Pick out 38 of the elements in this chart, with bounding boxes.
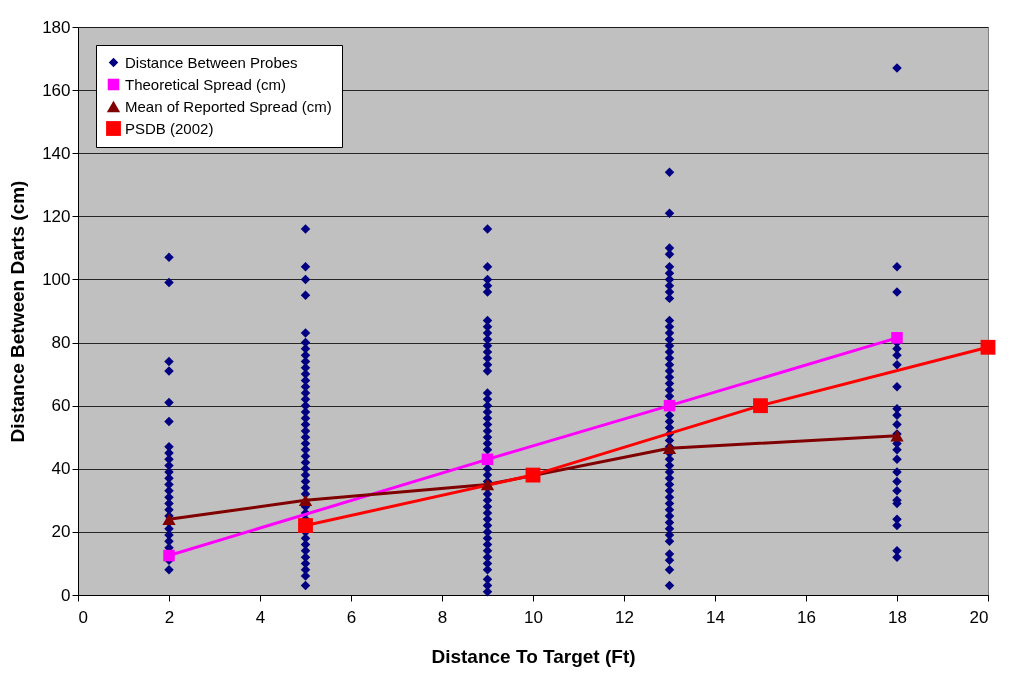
x-axis-title: Distance To Target (Ft) bbox=[431, 645, 636, 667]
legend-label: Mean of Reported Spread (cm) bbox=[125, 97, 332, 115]
y-axis-title: Distance Between Darts (cm) bbox=[7, 180, 29, 443]
x-tick-label: 0 bbox=[78, 607, 88, 627]
y-tick-label: 140 bbox=[42, 143, 71, 163]
x-tick-label: 6 bbox=[346, 607, 357, 627]
x-tick-label: 16 bbox=[797, 607, 816, 627]
x-tick-label: 20 bbox=[969, 607, 989, 627]
x-tick-label: 12 bbox=[615, 607, 634, 627]
y-tick-label: 40 bbox=[51, 459, 71, 479]
point bbox=[891, 332, 903, 344]
point bbox=[162, 513, 176, 526]
point bbox=[481, 453, 494, 466]
x-tick-label: 2 bbox=[164, 607, 175, 627]
x-tick-label: 4 bbox=[255, 607, 266, 627]
y-tick-label: 160 bbox=[42, 80, 71, 100]
y-tick-label: 120 bbox=[42, 206, 71, 226]
x-tick-label: 18 bbox=[888, 607, 907, 627]
legend-label: PSDB (2002) bbox=[125, 119, 214, 137]
y-tick-label: 100 bbox=[42, 269, 71, 289]
x-tick-label: 10 bbox=[524, 607, 543, 627]
legend-label: Distance Between Probes bbox=[125, 53, 298, 71]
point bbox=[480, 478, 495, 491]
y-tick-label: 20 bbox=[51, 522, 71, 542]
y-tick-label: 80 bbox=[51, 333, 71, 353]
point bbox=[753, 398, 768, 414]
point bbox=[298, 494, 313, 507]
y-tick-label: 60 bbox=[51, 396, 71, 416]
point bbox=[298, 518, 313, 533]
point bbox=[525, 467, 541, 483]
point bbox=[663, 399, 676, 412]
y-tick-label: 180 bbox=[42, 17, 71, 37]
x-tick-label: 14 bbox=[706, 607, 725, 627]
legend-label: Theoretical Spread (cm) bbox=[125, 75, 286, 93]
y-tick-label: 0 bbox=[61, 585, 71, 605]
point bbox=[980, 339, 996, 355]
point bbox=[163, 549, 175, 562]
x-tick-label: 8 bbox=[437, 607, 448, 627]
